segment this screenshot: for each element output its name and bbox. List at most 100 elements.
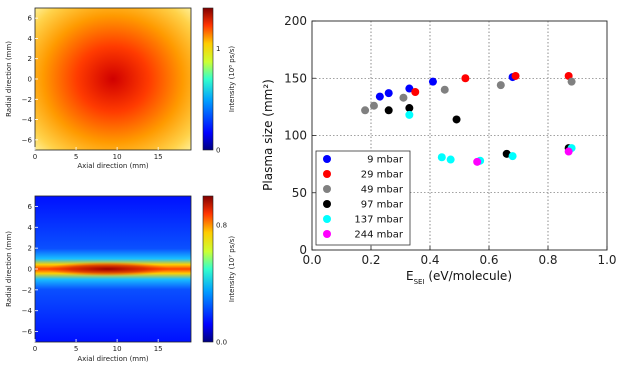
heatmap-top-ytick-label: −2 <box>22 96 32 104</box>
scatter-plot: 0.0 0.2 0.4 0.6 0.8 1.0 0 50 100 150 200 ESEI (eV… <box>261 14 617 286</box>
scatter-legend-marker <box>323 200 331 208</box>
scatter-point <box>437 153 446 162</box>
scatter-point <box>369 101 378 110</box>
heatmap-bottom-xtick-label: 5 <box>74 345 78 353</box>
scatter-xlabel-sub: SEI <box>414 278 425 286</box>
scatter-point <box>446 155 455 164</box>
scatter-point <box>440 85 449 94</box>
heatmap-bottom-ytick-label: 0 <box>28 266 32 274</box>
heatmap-bottom-ytick-label: 6 <box>28 203 33 211</box>
scatter-point <box>428 77 437 86</box>
scatter-point <box>384 106 393 115</box>
heatmap-top-xtick-label: 5 <box>74 153 78 161</box>
scatter-point <box>461 74 470 83</box>
heatmap-bottom-core <box>48 262 172 276</box>
heatmap-top-colorbar-tick-label: 1 <box>216 45 220 53</box>
scatter-ytick-label: 200 <box>284 14 307 28</box>
heatmap-top-ytick-label: 4 <box>28 35 33 43</box>
scatter-legend-label: 49 mbar <box>361 185 404 196</box>
heatmap-top-ytick-label: 0 <box>28 76 32 84</box>
scatter-xlabel: ESEI (eV/molecule) <box>406 269 512 286</box>
scatter-ylabel: Plasma size (mm²) <box>261 79 275 191</box>
heatmap-bottom-colorbar-label: Intensity (10⁷ ps/s) <box>228 236 236 302</box>
scatter-legend-items: 9 mbar 29 mbar 49 mbar 97 mbar 137 mbar 244 m… <box>323 155 404 241</box>
scatter-point <box>399 93 408 102</box>
heatmap-bottom-xticks: 0 5 10 15 <box>33 339 163 353</box>
heatmap-bottom-ytick-label: −6 <box>22 328 33 336</box>
scatter-point <box>405 104 414 113</box>
heatmap-bottom-colorbar-tick-label: 0.8 <box>216 222 227 230</box>
heatmap-bottom-yticks: 6 4 2 0 −2 −4 −6 <box>22 203 38 336</box>
scatter-legend-marker <box>323 230 331 238</box>
scatter-point <box>375 92 384 101</box>
scatter-point <box>567 77 576 86</box>
heatmap-top-colorbar-ticks: 01 <box>216 45 220 154</box>
scatter-point <box>411 87 420 96</box>
heatmap-bottom-ytick-label: 2 <box>28 245 32 253</box>
heatmap-top-ytick-label: 2 <box>28 55 32 63</box>
scatter-point <box>564 147 573 156</box>
scatter-ytick-label: 150 <box>284 71 307 85</box>
heatmap-top-xlabel: Axial direction (mm) <box>77 162 149 170</box>
heatmap-bottom-ytick-label: −2 <box>22 286 32 294</box>
heatmap-bottom-ytick-label: 4 <box>28 224 33 232</box>
heatmap-bottom-ytick-label: −4 <box>22 307 33 315</box>
scatter-ytick-label: 50 <box>292 186 307 200</box>
heatmap-top-ytick-label: −4 <box>22 116 33 124</box>
scatter-point <box>405 84 414 93</box>
scatter-point <box>405 110 414 119</box>
heatmap-top: 6 4 2 0 −2 −4 −6 0 5 10 15 Axial direction (mm) R… <box>5 7 236 170</box>
scatter-point <box>361 106 370 115</box>
scatter-xtick-label: 1.0 <box>597 253 616 267</box>
heatmap-bottom: 6 4 2 0 −2 −4 −6 0 5 10 15 Axial direction (mm) R… <box>5 195 236 363</box>
scatter-yticks: 0 50 100 150 200 <box>284 14 316 257</box>
scatter-xticks: 0.0 0.2 0.4 0.6 0.8 1.0 <box>302 246 617 267</box>
scatter-xtick-label: 0.4 <box>420 253 439 267</box>
heatmap-top-image <box>35 8 191 150</box>
scatter-legend: 9 mbar 29 mbar 49 mbar 97 mbar 137 mbar 244 m… <box>315 150 411 246</box>
heatmap-bottom-xtick-label: 0 <box>33 345 37 353</box>
heatmap-top-xtick-label: 15 <box>154 153 163 161</box>
scatter-legend-marker <box>323 215 331 223</box>
heatmap-top-ytick-label: −6 <box>22 136 33 144</box>
heatmap-bottom-xtick-label: 15 <box>154 345 163 353</box>
scatter-point <box>384 89 393 98</box>
scatter-xtick-label: 0.6 <box>479 253 498 267</box>
scatter-legend-box <box>315 150 411 246</box>
heatmap-top-colorbar-label: Intensity (10⁸ ps/s) <box>228 46 236 112</box>
heatmap-bottom-xlabel: Axial direction (mm) <box>77 355 149 363</box>
scatter-xtick-label: 0.8 <box>538 253 557 267</box>
scatter-legend-label: 29 mbar <box>361 170 404 181</box>
heatmap-bottom-colorbar-tick-label: 0.0 <box>216 339 227 347</box>
scatter-point <box>452 115 461 124</box>
heatmap-top-xtick-label: 10 <box>113 153 122 161</box>
scatter-point <box>496 81 505 90</box>
scatter-points <box>361 71 576 166</box>
scatter-xtick-label: 0.0 <box>302 253 321 267</box>
scatter-legend-label: 137 mbar <box>354 215 403 226</box>
scatter-ytick-label: 0 <box>299 243 307 257</box>
scatter-xlabel-rest: (eV/molecule) <box>425 269 512 283</box>
scatter-ytick-label: 100 <box>284 129 307 143</box>
heatmap-top-xticks: 0 5 10 15 <box>33 147 163 161</box>
scatter-xlabel-main: E <box>406 269 414 283</box>
heatmap-bottom-colorbar-ticks: 0.8 0.0 <box>216 222 227 347</box>
scatter-point <box>508 152 517 161</box>
scatter-legend-label: 244 mbar <box>354 230 403 241</box>
scatter-legend-label: 97 mbar <box>361 200 404 211</box>
heatmap-top-ylabel: Radial direction (mm) <box>5 41 13 117</box>
heatmap-bottom-xtick-label: 10 <box>113 345 122 353</box>
heatmap-bottom-colorbar <box>202 195 214 343</box>
heatmap-top-xtick-label: 0 <box>33 153 37 161</box>
heatmap-bottom-ylabel: Radial direction (mm) <box>5 231 13 307</box>
heatmap-top-colorbar <box>202 7 214 151</box>
heatmap-top-yticks: 6 4 2 0 −2 −4 −6 <box>22 15 38 144</box>
heatmap-top-ytick-label: 6 <box>28 15 33 23</box>
scatter-legend-marker <box>323 185 331 193</box>
scatter-legend-marker <box>323 170 331 178</box>
scatter-point <box>511 71 520 80</box>
scatter-point <box>473 157 482 166</box>
scatter-legend-marker <box>323 155 331 163</box>
